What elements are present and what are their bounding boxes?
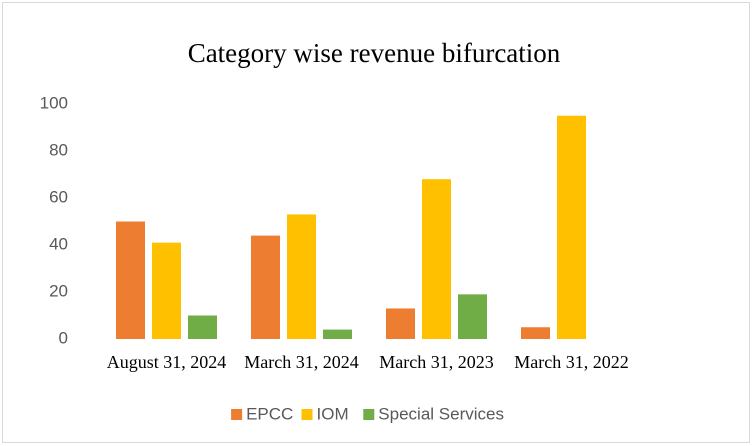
bar bbox=[521, 327, 550, 339]
x-tick-label: March 31, 2022 bbox=[514, 352, 628, 372]
y-tick-label: 100 bbox=[40, 93, 68, 112]
y-tick-label: 80 bbox=[49, 140, 68, 159]
bar bbox=[422, 179, 451, 339]
x-tick-label: March 31, 2024 bbox=[244, 352, 358, 372]
chart-title: Category wise revenue bifurcation bbox=[188, 38, 561, 68]
y-tick-label: 20 bbox=[49, 281, 68, 300]
x-tick-label: August 31, 2024 bbox=[107, 352, 227, 372]
bar bbox=[458, 294, 487, 339]
legend-label: IOM bbox=[317, 404, 349, 423]
legend-swatch bbox=[301, 409, 313, 420]
bar bbox=[116, 221, 145, 339]
y-tick-label: 60 bbox=[49, 187, 68, 206]
bar bbox=[557, 115, 586, 339]
legend-swatch bbox=[363, 409, 375, 420]
legend-swatch bbox=[231, 409, 243, 420]
bar bbox=[386, 308, 415, 339]
x-tick-label: March 31, 2023 bbox=[379, 352, 493, 372]
y-tick-label: 0 bbox=[59, 328, 68, 347]
legend-label: Special Services bbox=[378, 404, 504, 423]
legend-label: EPCC bbox=[246, 404, 293, 423]
bar bbox=[251, 235, 280, 339]
bar bbox=[287, 214, 316, 339]
bar bbox=[188, 315, 217, 339]
bar bbox=[323, 329, 352, 339]
bar bbox=[152, 242, 181, 339]
y-tick-label: 40 bbox=[49, 234, 68, 253]
